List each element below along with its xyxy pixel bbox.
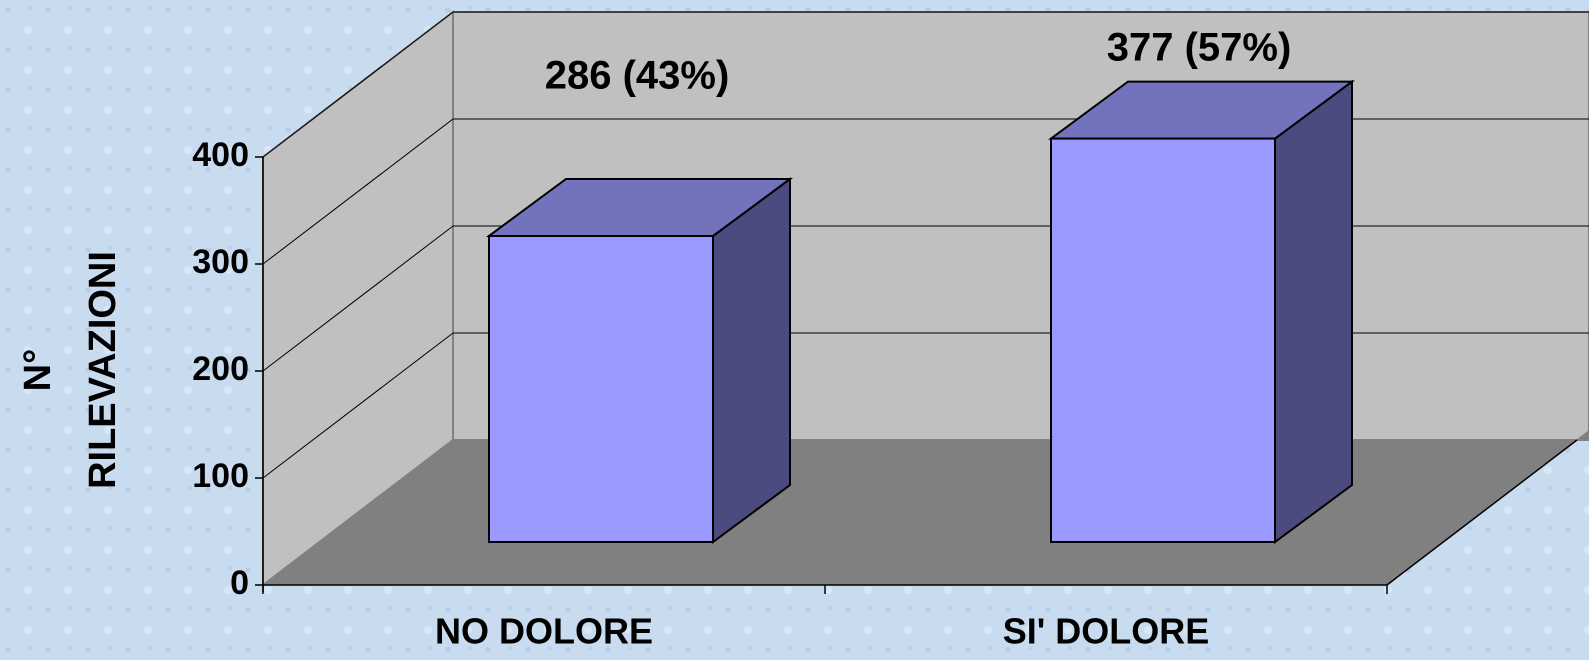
- y-tick-label: 0: [230, 564, 249, 602]
- y-axis-label: N°: [17, 349, 59, 392]
- value-label: 377 (57%): [1107, 26, 1292, 70]
- floor: [263, 430, 1589, 585]
- bar: [488, 234, 714, 543]
- grid-line: [262, 332, 454, 479]
- bar-side: [1274, 79, 1353, 544]
- y-axis-label: RILEVAZIONI: [82, 251, 124, 489]
- bar: [1050, 137, 1276, 544]
- grid-line: [262, 11, 454, 158]
- y-tick-label: 100: [192, 457, 249, 495]
- grid-line: [262, 225, 454, 372]
- floor-edge: [1386, 439, 1578, 586]
- y-tick-label: 300: [192, 243, 249, 281]
- y-tick-label: 400: [192, 136, 249, 174]
- bar-side: [712, 176, 791, 544]
- y-tick-label: 200: [192, 350, 249, 388]
- x-tick-label: SI' DOLORE: [1003, 611, 1210, 652]
- grid-line: [262, 118, 454, 265]
- x-tick-label: NO DOLORE: [435, 611, 653, 652]
- value-label: 286 (43%): [545, 54, 730, 98]
